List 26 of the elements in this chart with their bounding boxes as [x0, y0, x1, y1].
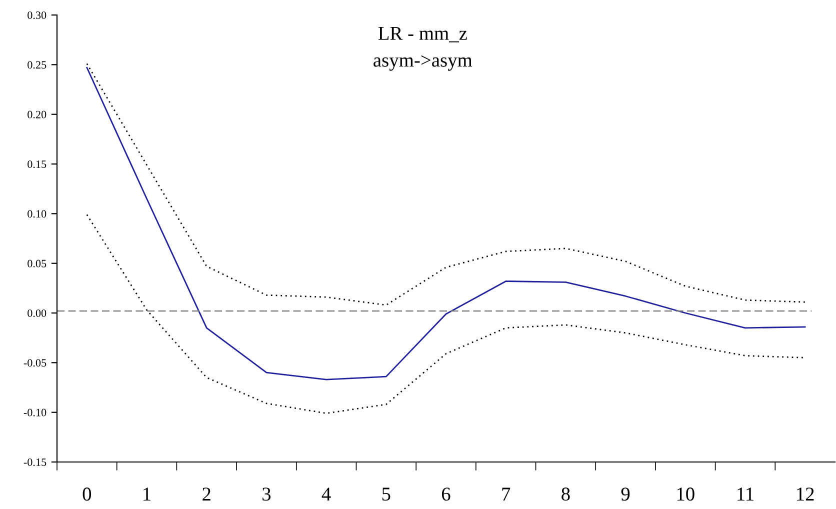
- x-tick-label: 9: [621, 488, 630, 501]
- x-tick-label: 10: [677, 488, 694, 501]
- x-tick-label: 5: [382, 488, 390, 501]
- y-tick-label: 0.15: [28, 160, 46, 168]
- y-tick-label: -0.05: [24, 359, 46, 367]
- x-tick-label: 0: [82, 488, 92, 501]
- x-tick-label: 1: [144, 488, 150, 500]
- text: LR - mm_z: [378, 27, 467, 42]
- text: asym->asym: [374, 55, 472, 71]
- y-tick-label: 0.05: [28, 260, 46, 268]
- x-tick-label: 4: [322, 488, 331, 500]
- y-tick-label: 0.30: [28, 11, 46, 20]
- y-tick-label: 0.10: [28, 210, 46, 218]
- x-tick-label: 7: [502, 488, 510, 500]
- x-tick-label: 11: [738, 488, 754, 500]
- line-series: [86, 214, 806, 414]
- x-tick-label: 8: [562, 488, 570, 501]
- x-tick-label: 2: [202, 488, 210, 500]
- x-tick-label: 6: [442, 488, 450, 501]
- y-tick-label: 0.20: [28, 110, 46, 118]
- x-tick-label: 12: [797, 488, 814, 500]
- x-tick-label: 3: [262, 488, 271, 501]
- y-tick-label: -0.10: [24, 408, 46, 416]
- y-tick-label: 0.25: [28, 61, 46, 69]
- y-tick-label: -0.15: [24, 458, 46, 466]
- y-tick-label: 0.00: [28, 309, 46, 318]
